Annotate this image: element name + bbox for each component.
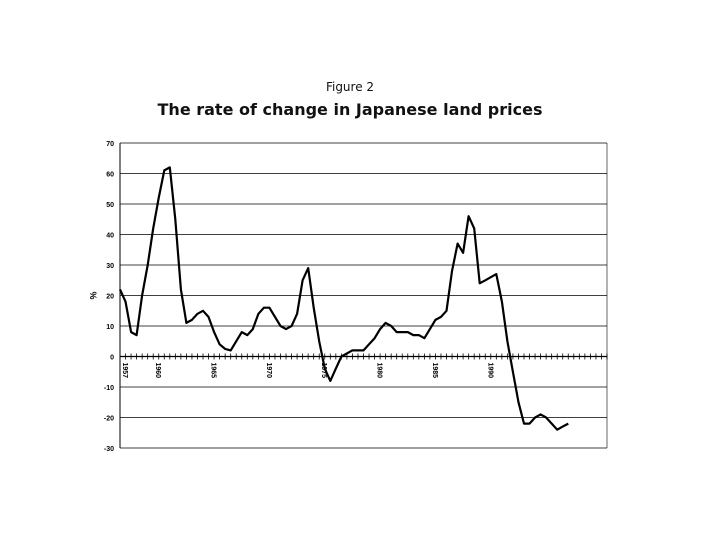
grid-lines	[119, 142, 608, 449]
x-axis-tick-labels: 1957 1960 1965 1970 1975 1980 1985 1990	[121, 363, 493, 379]
y-tick-label: 20	[106, 294, 114, 301]
x-tick-label: 1957	[121, 363, 128, 379]
y-tick-label: -10	[104, 385, 114, 392]
y-tick-label: 70	[106, 141, 114, 148]
series-group	[118, 166, 569, 431]
figure-label: Figure 2	[325, 80, 375, 94]
y-tick-label: -30	[104, 446, 114, 453]
x-tick-label: 1985	[431, 363, 438, 379]
x-axis-ticks	[119, 353, 608, 360]
x-tick-label: 1960	[154, 363, 161, 379]
y-axis-ticks: 70 60 50 40 30 20 10 0 -10 -20 -30	[104, 141, 114, 453]
x-tick-label: 1980	[376, 363, 383, 379]
x-tick-label: 1990	[486, 363, 493, 379]
x-tick-label: 1975	[320, 363, 327, 379]
y-tick-label: 0	[110, 355, 114, 362]
x-tick-label: 1970	[265, 363, 272, 379]
y-tick-label: 50	[106, 202, 114, 209]
series-line-0	[118, 166, 569, 431]
y-tick-label: 40	[106, 233, 114, 240]
y-tick-label: 60	[106, 172, 114, 179]
y-tick-label: -20	[104, 416, 114, 423]
y-tick-label: 30	[106, 263, 114, 270]
chart-title: The rate of change in Japanese land pric…	[157, 100, 543, 119]
y-axis-label: %	[88, 291, 98, 299]
y-tick-label: 10	[106, 324, 114, 331]
x-tick-label: 1965	[210, 363, 217, 379]
